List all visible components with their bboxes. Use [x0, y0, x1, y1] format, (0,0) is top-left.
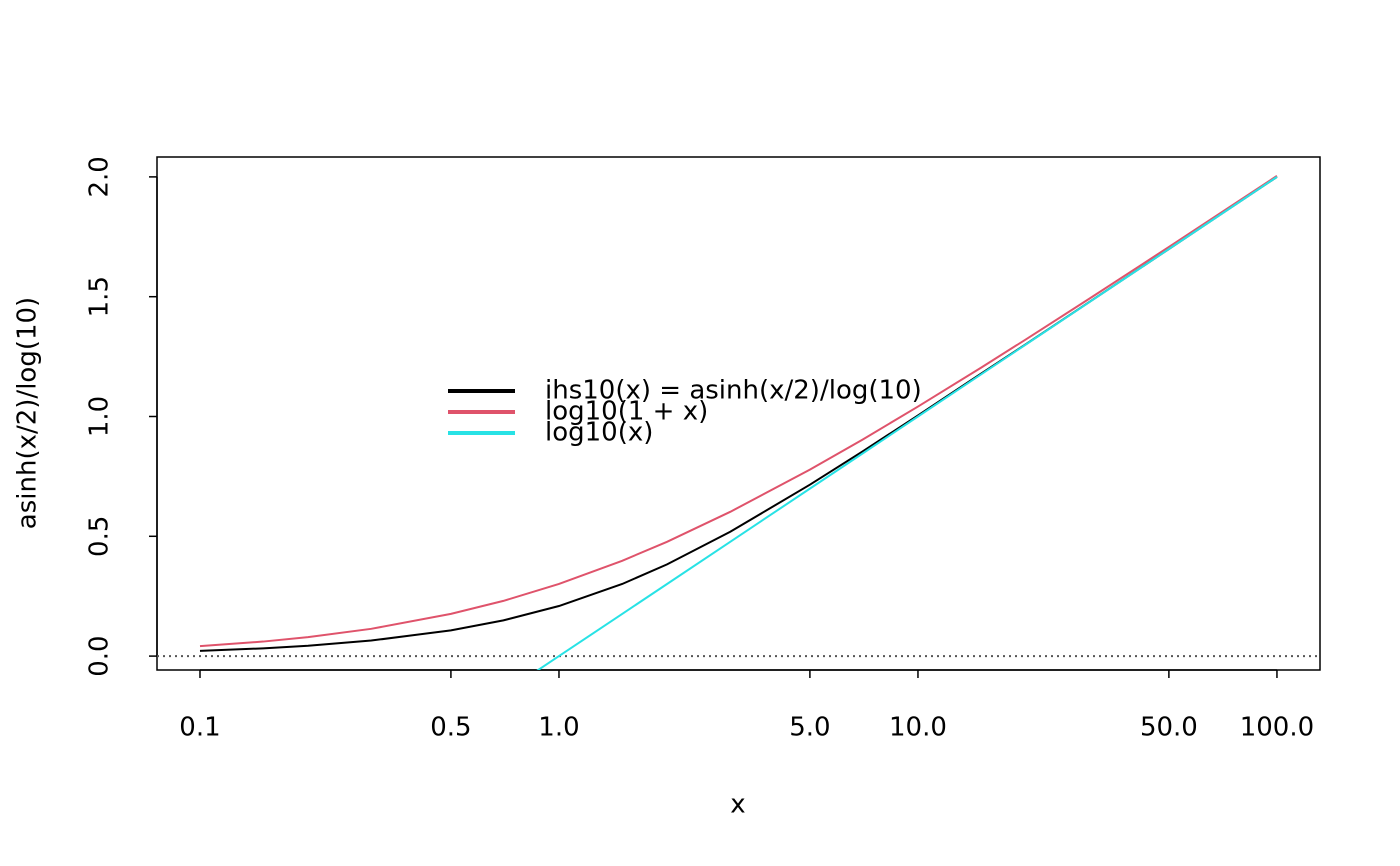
plot-area	[199, 175, 1278, 670]
x-tick-label: 10.0	[889, 713, 947, 743]
y-tick-label: 0.0	[85, 635, 115, 676]
legend-label: ihs10(x) = asinh(x/2)/log(10)	[545, 376, 922, 406]
y-tick-label: 1.0	[85, 396, 115, 437]
x-tick-label: 5.0	[789, 713, 830, 743]
series-line	[536, 176, 1278, 670]
x-axis-label: x	[730, 790, 745, 820]
x-tick-label: 100.0	[1240, 713, 1314, 743]
x-tick-label: 1.0	[538, 713, 579, 743]
x-tick-label: 0.5	[430, 713, 471, 743]
plot-box	[156, 156, 1321, 671]
x-tick-label: 50.0	[1140, 713, 1198, 743]
legend-label: log10(1 + x)	[545, 397, 708, 427]
series-line	[199, 175, 1278, 648]
y-tick-label: 0.5	[85, 516, 115, 557]
y-tick-label: 1.5	[85, 276, 115, 317]
x-tick-label: 0.1	[179, 713, 220, 743]
series-line	[199, 176, 1278, 652]
y-tick-label: 2.0	[85, 156, 115, 197]
y-axis-label: asinh(x/2)/log(10)	[13, 297, 43, 529]
legend-label: log10(x)	[545, 418, 653, 448]
